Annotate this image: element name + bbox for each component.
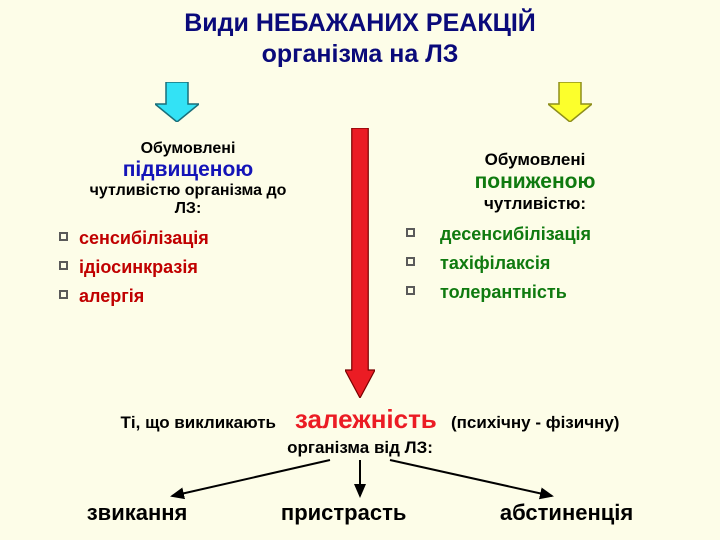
- bottom-line-2: організма від ЛЗ:: [0, 438, 720, 458]
- right-head-1: Обумовлені: [400, 150, 670, 170]
- arrow-down-center-icon: [345, 128, 375, 398]
- right-list-item: толерантність: [400, 278, 670, 307]
- left-head-1: Обумовлені: [53, 140, 323, 158]
- right-list-item: десенсибілізація: [400, 220, 670, 249]
- right-head-2: чутливістю:: [400, 194, 670, 214]
- left-head-2a: чутливістю організма до: [53, 182, 323, 200]
- slide-stage: Види НЕБАЖАНИХ РЕАКЦІЙ організма на ЛЗ О…: [0, 0, 720, 540]
- left-head-2b: ЛЗ:: [53, 200, 323, 218]
- title-line-1: Види НЕБАЖАНИХ РЕАКЦІЙ: [184, 9, 536, 37]
- right-column: Обумовлені пониженою чутливістю: десенси…: [400, 150, 670, 306]
- arrow-down-right-icon: [548, 82, 592, 122]
- bottom-term: звикання: [87, 500, 188, 526]
- left-list-item: ідіосинкразія: [53, 253, 323, 282]
- right-list-item: тахіфілаксія: [400, 249, 670, 278]
- left-column: Обумовлені підвищеною чутливістю організ…: [53, 140, 323, 310]
- title-line-2: організма на ЛЗ: [262, 40, 459, 68]
- left-list-item: сенсибілізація: [53, 224, 323, 253]
- page-title: Види НЕБАЖАНИХ РЕАКЦІЙ організма на ЛЗ: [0, 8, 720, 71]
- right-keyword: пониженою: [400, 170, 670, 194]
- bottom-term: пристрасть: [281, 500, 406, 526]
- bottom-dependency-keyword: залежність: [295, 404, 437, 434]
- left-list-item: алергія: [53, 282, 323, 311]
- arrow-down-left-icon: [155, 82, 199, 122]
- bottom-terms-row: звикання пристрасть абстиненція: [0, 500, 720, 526]
- bottom-pre: Ті, що викликають: [121, 413, 276, 432]
- left-list: сенсибілізаціяідіосинкразіяалергія: [53, 224, 323, 310]
- left-keyword: підвищеною: [53, 158, 323, 182]
- bottom-line-1: Ті, що викликають залежність (психічну -…: [60, 404, 680, 435]
- right-list: десенсибілізаціятахіфілаксіятолерантніст…: [400, 220, 670, 306]
- bottom-term: абстиненція: [500, 500, 633, 526]
- bottom-post: (психічну - фізичну): [451, 413, 619, 432]
